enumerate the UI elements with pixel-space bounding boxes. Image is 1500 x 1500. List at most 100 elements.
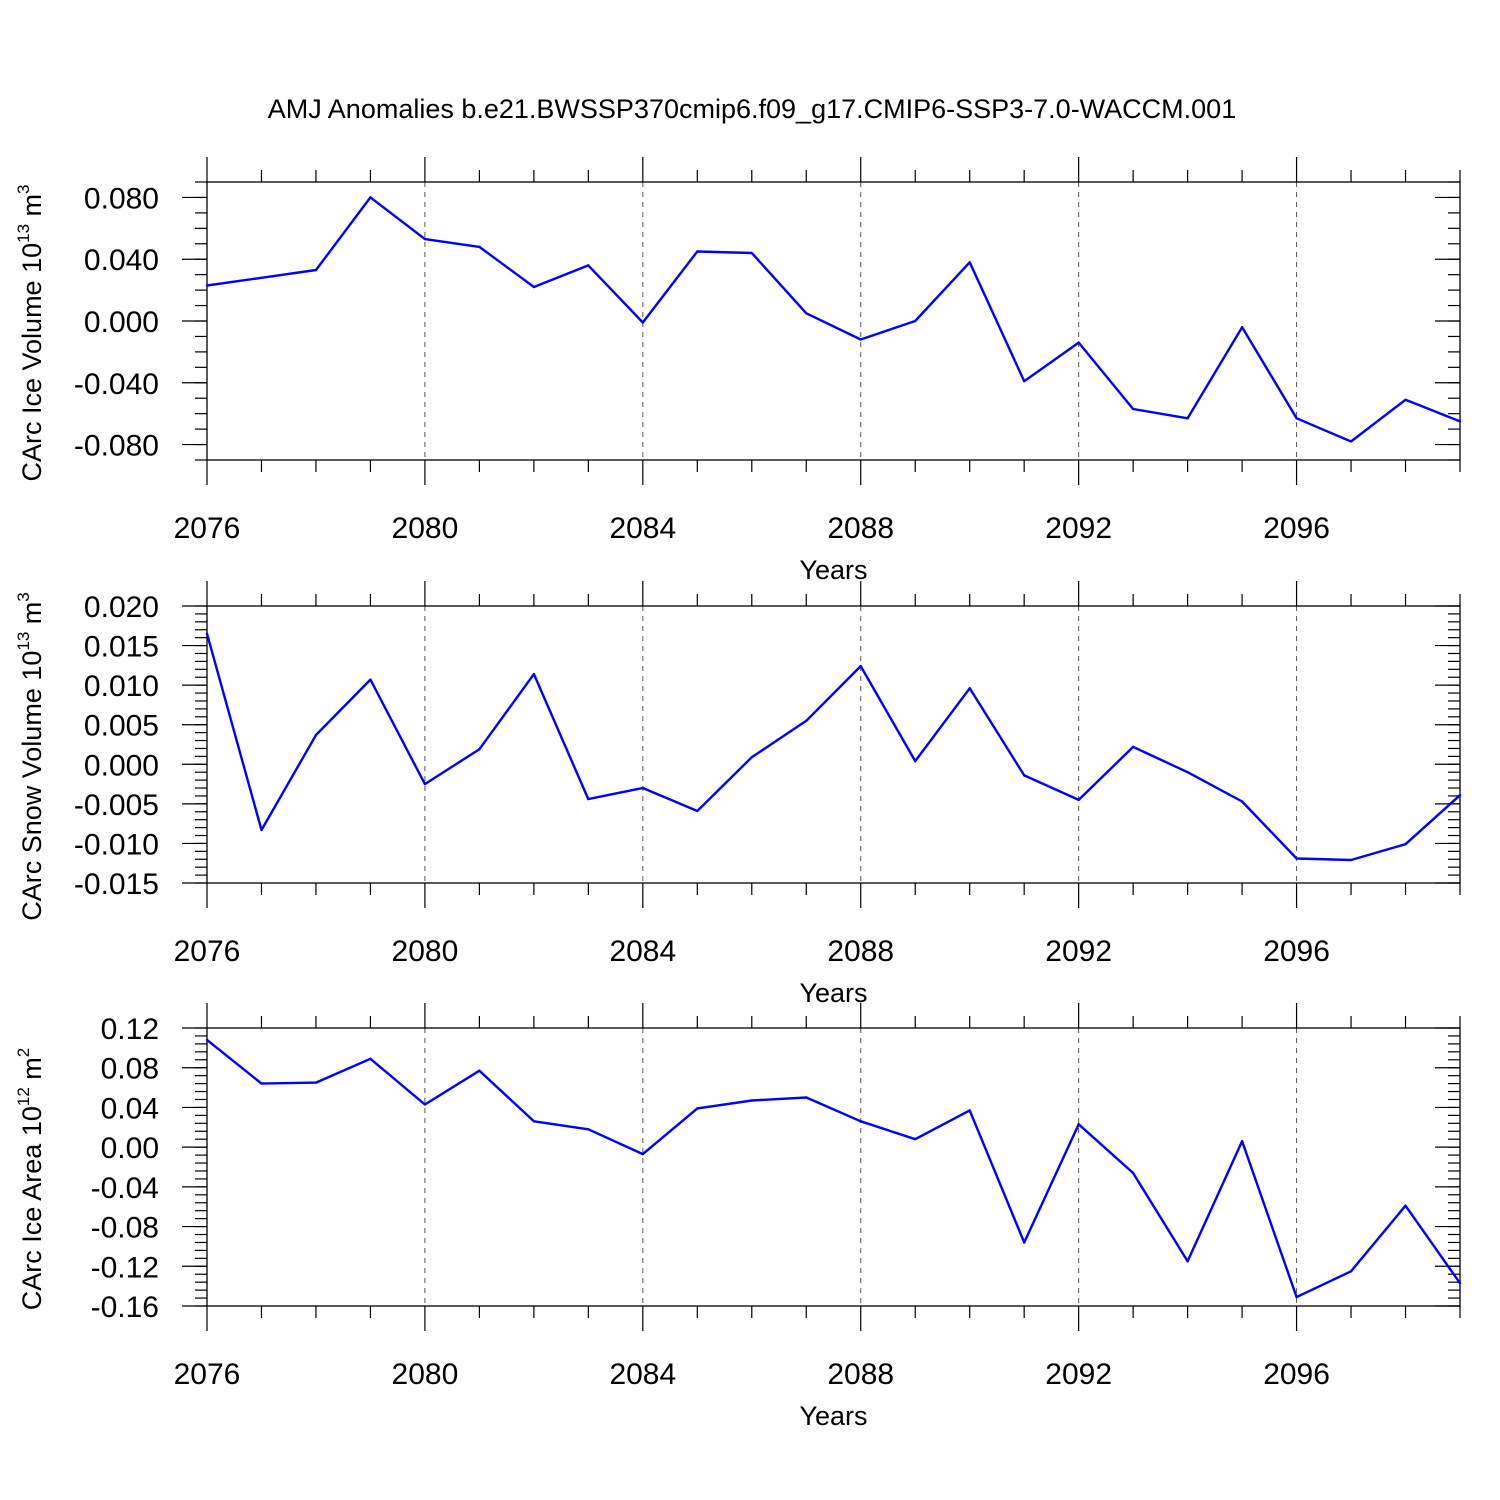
y-tick-label: -0.12 [91, 1251, 159, 1284]
x-tick-label: 2076 [174, 1358, 241, 1391]
y-tick-label: 0.04 [101, 1092, 159, 1125]
y-axis-title-unit: m [17, 194, 47, 224]
data-point [205, 284, 209, 287]
data-point [1186, 417, 1189, 420]
y-axis-title-unit-exponent: 2 [14, 1048, 33, 1057]
data-point [205, 1038, 209, 1042]
y-tick-label: 0.08 [101, 1053, 159, 1086]
y-tick-label: 0.005 [84, 710, 159, 743]
y-axis-title-unit-exponent: 3 [14, 592, 33, 601]
data-point [1077, 1123, 1080, 1126]
data-point [859, 1120, 862, 1123]
data-point [750, 251, 753, 255]
data-point [859, 338, 862, 341]
y-tick-label: 0.12 [101, 1013, 159, 1046]
data-point [478, 1069, 481, 1072]
x-tick-label: 2084 [609, 512, 676, 545]
y-axis-title: CArc Ice Area 1012 m2 [14, 1048, 47, 1311]
data-point [1349, 1270, 1353, 1273]
data-point [1022, 380, 1026, 383]
y-axis-title-exponent: 13 [14, 224, 33, 243]
data-point [750, 755, 753, 759]
data-point [1131, 745, 1135, 749]
series-line [205, 633, 1461, 862]
y-tick-label: 0.015 [84, 631, 159, 664]
data-point [587, 1128, 590, 1131]
chart-panel-2: 2076 2080 2084 2088 2092 2096 0.020 0.015 0.010 0… [14, 581, 1462, 1008]
data-point [260, 828, 263, 832]
x-tick-label: 2084 [609, 935, 676, 968]
x-tick-label: 2092 [1045, 935, 1112, 968]
plot-frame [206, 1027, 1461, 1307]
y-axis-title-unit-exponent: 3 [14, 184, 33, 193]
data-point [750, 1099, 753, 1102]
chart-panel-1: 2076 2080 2084 2088 2092 2096 0.080 0.040 0.000 -… [14, 157, 1462, 585]
data-point [1022, 774, 1026, 777]
x-tick-label: 2088 [827, 512, 894, 545]
data-point [1404, 398, 1407, 401]
x-tick-label: 2080 [392, 512, 459, 545]
y-tick-label: 0.020 [84, 591, 159, 624]
series-line [206, 196, 1461, 443]
plot-frame [206, 605, 1461, 884]
data-point [423, 237, 427, 241]
data-point [1131, 1171, 1135, 1175]
y-tick-label: -0.015 [74, 868, 159, 901]
data-point [369, 1057, 372, 1060]
data-point [1240, 325, 1244, 329]
data-point [205, 632, 209, 635]
data-point [260, 276, 263, 279]
y-tick-label: 0.000 [84, 306, 159, 339]
y-tick-label: -0.040 [74, 368, 159, 401]
series-line [206, 1038, 1461, 1299]
y-tick-label: 0.000 [84, 749, 159, 782]
y-axis-title-text: CArc Ice Volume 10 [17, 243, 47, 482]
x-tick-label: 2092 [1045, 512, 1112, 545]
x-axis-title: Years [799, 978, 867, 1008]
x-tick-label: 2080 [392, 935, 459, 968]
y-tick-label: -0.010 [74, 828, 159, 861]
data-point [805, 719, 808, 722]
y-tick-label: 0.040 [84, 244, 159, 277]
y-axis-title-unit: m [17, 1057, 47, 1087]
data-point [914, 319, 917, 323]
data-point [1458, 793, 1462, 797]
data-point [1458, 1281, 1462, 1285]
y-tick-label: -0.16 [91, 1291, 159, 1324]
data-point [805, 1096, 808, 1099]
chart-panel-3: 2076 2080 2084 2088 2092 2096 0.12 0.08 0.04 0.00… [14, 1003, 1462, 1431]
data-point [532, 285, 536, 289]
data-point [314, 733, 318, 737]
x-tick-label: 2084 [609, 1358, 676, 1391]
data-point [1022, 1241, 1026, 1244]
y-axis-title-unit: m [17, 602, 47, 632]
data-point [1404, 1204, 1407, 1207]
x-tick-label: 2096 [1263, 1358, 1330, 1391]
data-point [1295, 1295, 1298, 1299]
x-tick-label: 2096 [1263, 512, 1330, 545]
data-point [423, 782, 427, 786]
data-point [1404, 843, 1407, 846]
y-axis-title-exponent: 13 [14, 632, 33, 651]
y-axis-title: CArc Ice Volume 1013 m3 [14, 184, 47, 481]
x-tick-label: 2088 [827, 1358, 894, 1391]
data-point [696, 250, 699, 253]
data-point [1131, 407, 1135, 411]
data-point [968, 1109, 971, 1112]
data-point [423, 1103, 427, 1106]
data-point [1077, 341, 1080, 344]
x-tick-label: 2076 [174, 935, 241, 968]
data-point [314, 268, 318, 272]
data-point [805, 312, 808, 315]
data-point [478, 245, 481, 249]
data-point [1186, 1260, 1189, 1263]
data-point [914, 1138, 917, 1141]
plot-frame [206, 181, 1461, 461]
data-point [478, 748, 481, 751]
x-tick-label: 2092 [1045, 1358, 1112, 1391]
data-point [587, 797, 590, 801]
y-axis-title-exponent: 12 [14, 1087, 33, 1106]
chart-title: AMJ Anomalies b.e21.BWSSP370cmip6.f09_g1… [268, 94, 1236, 124]
y-tick-label: 0.00 [101, 1132, 159, 1165]
